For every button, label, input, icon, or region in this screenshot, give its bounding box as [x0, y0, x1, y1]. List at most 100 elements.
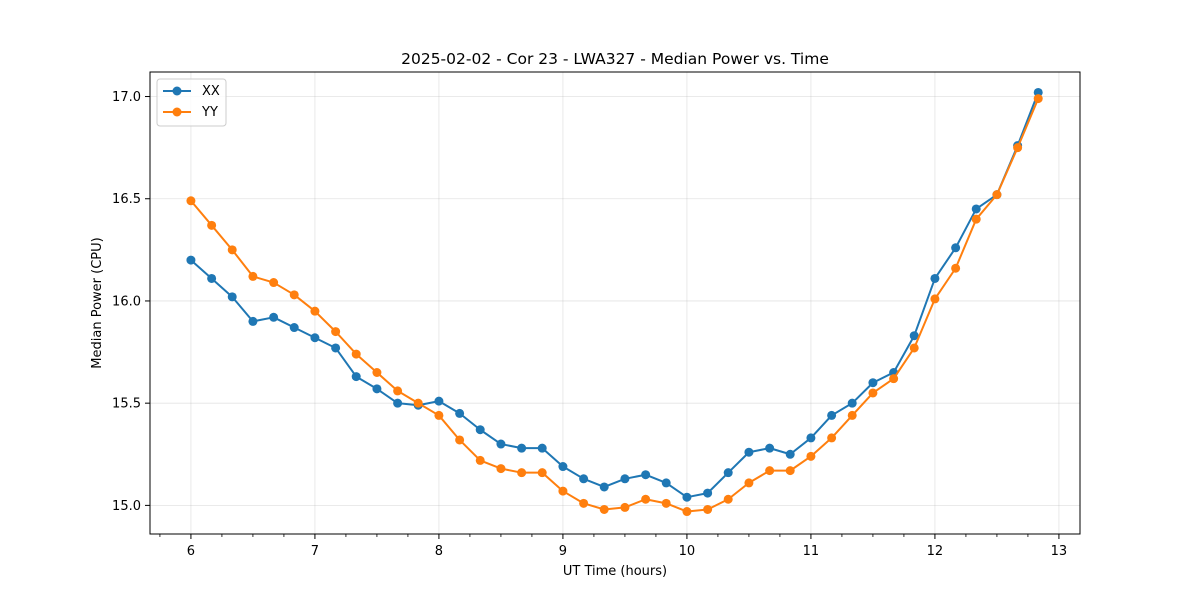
data-point-xx — [661, 478, 671, 488]
data-point-xx — [971, 204, 981, 214]
y-tick-label: 17.0 — [112, 90, 141, 105]
data-point-yy — [868, 388, 878, 398]
data-point-yy — [620, 502, 630, 512]
legend-marker-xx — [172, 86, 182, 96]
data-point-yy — [827, 433, 837, 443]
data-point-xx — [909, 331, 919, 341]
data-point-xx — [682, 492, 692, 502]
data-point-yy — [723, 494, 733, 504]
y-axis-label: Median Power (CPU) — [90, 237, 105, 368]
data-point-xx — [868, 378, 878, 388]
data-point-xx — [620, 474, 630, 484]
x-tick-label: 11 — [803, 544, 820, 559]
data-point-xx — [537, 443, 547, 453]
data-point-xx — [785, 449, 795, 459]
data-point-yy — [930, 294, 940, 304]
data-point-yy — [1033, 94, 1043, 104]
data-point-yy — [351, 349, 361, 359]
legend-label-yy: YY — [201, 105, 218, 120]
data-point-xx — [806, 433, 816, 443]
series-layer — [186, 87, 1043, 517]
data-point-yy — [227, 245, 237, 255]
data-point-xx — [496, 439, 506, 449]
data-point-yy — [1013, 143, 1023, 153]
data-point-xx — [599, 482, 609, 492]
data-point-xx — [951, 243, 961, 253]
data-point-yy — [475, 455, 485, 465]
data-point-xx — [847, 398, 857, 408]
data-point-xx — [723, 468, 733, 478]
data-point-xx — [558, 462, 568, 472]
data-point-yy — [289, 290, 299, 300]
data-point-yy — [455, 435, 465, 445]
data-point-yy — [393, 386, 403, 396]
data-point-xx — [517, 443, 527, 453]
legend-marker-yy — [172, 107, 182, 117]
y-axis: 15.0 15.5 16.0 16.5 17.0 — [112, 90, 150, 514]
x-tick-label: 9 — [559, 544, 567, 559]
data-point-xx — [289, 323, 299, 333]
legend-label-xx: XX — [202, 84, 220, 99]
data-point-xx — [434, 396, 444, 406]
data-point-yy — [703, 504, 713, 514]
x-tick-label: 12 — [927, 544, 944, 559]
x-tick-label: 6 — [187, 544, 195, 559]
data-point-xx — [372, 384, 382, 394]
data-point-xx — [930, 273, 940, 283]
data-point-xx — [455, 408, 465, 418]
data-point-yy — [331, 327, 341, 337]
data-point-yy — [909, 343, 919, 353]
data-point-yy — [785, 466, 795, 476]
data-point-xx — [579, 474, 589, 484]
y-tick-label: 15.5 — [112, 397, 141, 412]
data-point-yy — [951, 263, 961, 273]
data-point-yy — [806, 451, 816, 461]
data-point-yy — [310, 306, 320, 316]
y-tick-label: 15.0 — [112, 499, 141, 514]
data-point-yy — [558, 486, 568, 496]
plot-frame — [149, 71, 1081, 535]
series-line-yy — [190, 98, 1040, 513]
legend: XX YY — [156, 78, 227, 127]
data-point-yy — [579, 498, 589, 508]
data-point-xx — [765, 443, 775, 453]
data-point-yy — [744, 478, 754, 488]
data-point-yy — [889, 374, 899, 384]
x-tick-label: 13 — [1051, 544, 1068, 559]
chart-title: 2025-02-02 - Cor 23 - LWA327 - Median Po… — [401, 50, 829, 68]
data-point-xx — [207, 273, 217, 283]
data-point-xx — [703, 488, 713, 498]
data-point-yy — [847, 410, 857, 420]
data-point-yy — [413, 398, 423, 408]
data-point-yy — [537, 468, 547, 478]
data-point-xx — [227, 292, 237, 302]
data-point-yy — [248, 271, 258, 281]
y-tick-label: 16.0 — [112, 294, 141, 309]
x-axis: 6 7 8 9 10 11 12 13 — [159, 534, 1068, 559]
data-point-xx — [269, 312, 279, 322]
data-point-yy — [641, 494, 651, 504]
grid-lines — [150, 72, 1080, 534]
data-point-yy — [496, 464, 506, 474]
data-point-xx — [331, 343, 341, 353]
data-point-yy — [682, 507, 692, 517]
data-point-xx — [248, 316, 258, 326]
data-point-yy — [269, 278, 279, 288]
data-point-yy — [992, 190, 1002, 200]
data-point-yy — [517, 468, 527, 478]
y-tick-label: 16.5 — [112, 192, 141, 207]
data-point-yy — [971, 214, 981, 224]
data-point-xx — [186, 255, 196, 265]
x-tick-label: 10 — [679, 544, 696, 559]
x-axis-label: UT Time (hours) — [563, 564, 667, 579]
data-point-yy — [186, 196, 196, 206]
data-point-yy — [599, 504, 609, 514]
data-point-xx — [475, 425, 485, 435]
data-point-yy — [372, 368, 382, 378]
x-tick-label: 7 — [311, 544, 319, 559]
data-point-xx — [351, 372, 361, 382]
data-point-yy — [661, 498, 671, 508]
data-point-xx — [310, 333, 320, 343]
data-point-yy — [434, 410, 444, 420]
